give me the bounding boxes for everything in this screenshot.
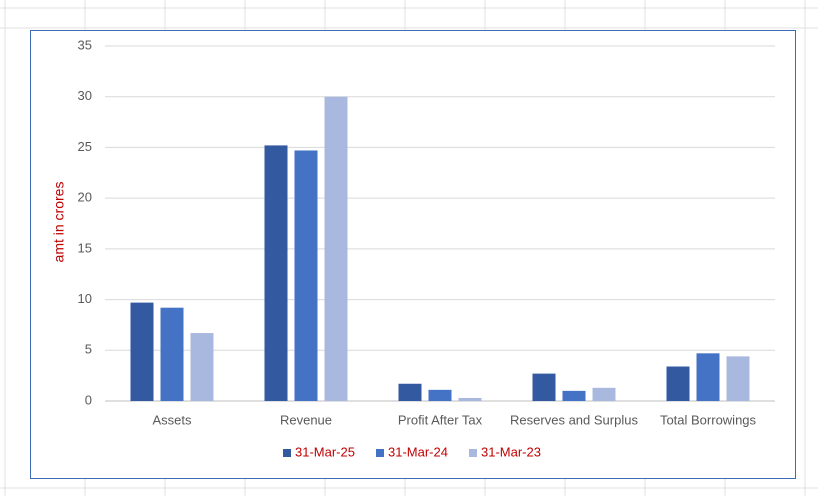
bar [562, 390, 586, 401]
y-tick-label: 5 [85, 342, 92, 357]
y-axis-title: amt in crores [51, 182, 67, 263]
x-tick-label: Total Borrowings [660, 412, 757, 427]
bar [398, 383, 422, 401]
y-tick-label: 20 [78, 190, 92, 205]
bar [294, 150, 318, 401]
x-tick-label: Profit After Tax [398, 412, 483, 427]
bar [458, 397, 482, 401]
y-tick-label: 30 [78, 88, 92, 103]
chart-area [30, 30, 796, 479]
bar [130, 302, 154, 401]
bar [696, 353, 720, 401]
bar [666, 366, 690, 401]
bar [428, 389, 452, 401]
bar [160, 307, 184, 401]
legend-label: 31-Mar-23 [481, 444, 541, 459]
y-tick-label: 10 [78, 291, 92, 306]
x-tick-label: Reserves and Surplus [510, 412, 638, 427]
bar [532, 373, 556, 401]
bar [592, 387, 616, 401]
bar [324, 96, 348, 401]
y-tick-label: 35 [78, 37, 92, 52]
bar [190, 333, 214, 401]
bar [264, 145, 288, 401]
y-tick-label: 25 [78, 139, 92, 154]
y-tick-label: 0 [85, 392, 92, 407]
legend-swatch [283, 449, 291, 457]
y-tick-label: 15 [78, 240, 92, 255]
bar [726, 356, 750, 401]
x-tick-label: Assets [152, 412, 192, 427]
legend-swatch [376, 449, 384, 457]
legend-label: 31-Mar-24 [388, 444, 448, 459]
legend-label: 31-Mar-25 [295, 444, 355, 459]
x-tick-label: Revenue [280, 412, 332, 427]
legend-swatch [469, 449, 477, 457]
